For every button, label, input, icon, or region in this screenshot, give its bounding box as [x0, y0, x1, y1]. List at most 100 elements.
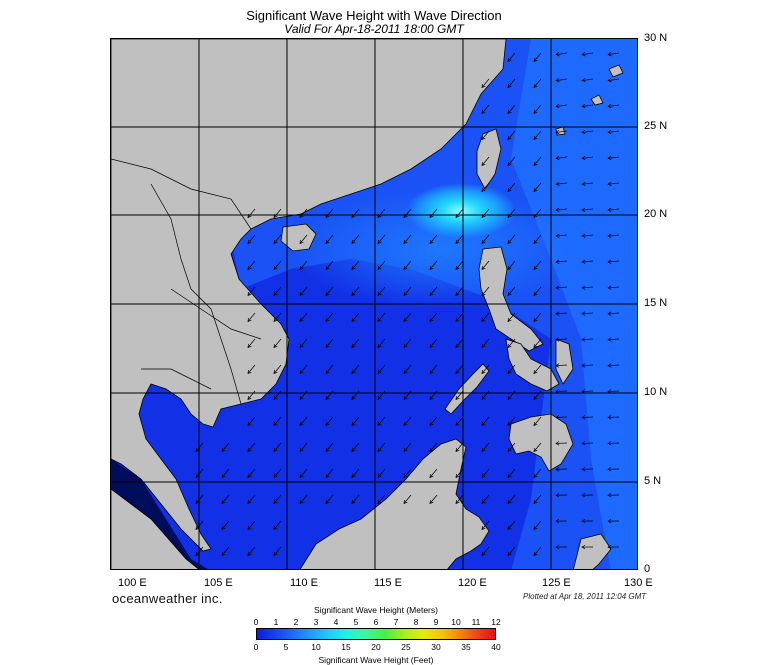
wave-arrow-head — [581, 311, 586, 316]
wave-arrow-head — [247, 343, 252, 348]
colorbar-feet-tick: 5 — [283, 642, 289, 652]
wave-arrow-head — [351, 369, 356, 374]
wave-arrow-head — [247, 447, 252, 452]
wave-arrow-head — [533, 369, 538, 374]
colorbar — [256, 628, 496, 640]
wave-arrow — [221, 494, 230, 504]
wave-arrow — [195, 494, 204, 504]
wave-arrow-head — [351, 317, 356, 322]
wave-arrow-head — [377, 343, 382, 348]
wave-arrow — [455, 234, 464, 244]
wave-arrow-head — [607, 104, 612, 109]
colorbar-feet-tick: 0 — [253, 642, 259, 652]
wave-arrow-head — [195, 473, 200, 478]
wave-arrow-head — [429, 421, 434, 426]
wave-arrow — [351, 442, 360, 452]
wave-arrow — [507, 260, 516, 270]
wave-arrow — [533, 182, 542, 192]
wave-arrow-head — [581, 104, 586, 109]
wave-arrow-head — [581, 337, 586, 342]
wave-arrow — [377, 312, 386, 322]
wave-arrow-head — [507, 109, 512, 114]
wave-arrow — [533, 312, 542, 322]
wave-arrow-head — [377, 395, 382, 400]
wave-arrow — [403, 494, 412, 504]
lon-label: 125 E — [542, 577, 571, 589]
wave-arrow — [351, 208, 360, 218]
wave-arrow-head — [533, 135, 538, 140]
wave-arrow — [481, 104, 490, 114]
wave-arrow — [582, 312, 594, 315]
colorbar-feet-tick: 25 — [401, 642, 411, 652]
wave-arrow-head — [247, 421, 252, 426]
wave-arrow — [403, 338, 412, 348]
wave-arrow-head — [481, 265, 486, 270]
wave-arrow-head — [299, 395, 304, 400]
wave-arrow — [581, 390, 594, 392]
wave-arrow-head — [507, 317, 512, 322]
wave-arrow — [377, 416, 386, 426]
wave-arrow-head — [607, 415, 612, 420]
wave-arrow — [403, 416, 412, 426]
wave-arrow-head — [325, 395, 330, 400]
wave-arrow — [273, 520, 282, 530]
wave-arrow — [608, 312, 620, 315]
wave-arrow — [299, 208, 308, 218]
wave-arrow — [377, 208, 386, 218]
wave-arrow — [429, 338, 438, 348]
wave-arrow — [556, 286, 568, 289]
wave-arrow-head — [555, 467, 560, 472]
wave-arrow-head — [273, 447, 278, 452]
colorbar-feet-tick: 30 — [431, 642, 441, 652]
wave-arrow-head — [555, 207, 560, 212]
wave-arrow-head — [455, 473, 460, 478]
wave-arrow-head — [403, 239, 408, 244]
wave-arrow-head — [555, 363, 560, 368]
wave-arrow-head — [507, 239, 512, 244]
wave-arrow-head — [507, 57, 512, 62]
strait-band — [291, 189, 591, 309]
wave-arrow — [247, 442, 256, 452]
wave-arrow — [608, 104, 620, 107]
wave-arrow — [377, 260, 386, 270]
wave-arrow — [608, 78, 620, 81]
wave-arrow-head — [607, 181, 612, 187]
wave-arrow — [608, 338, 620, 341]
wave-arrow-head — [581, 493, 586, 498]
colorbar-feet-tick: 10 — [311, 642, 321, 652]
wave-arrow-head — [247, 551, 252, 556]
wave-arrow — [582, 156, 594, 159]
wave-arrow — [533, 286, 542, 296]
wave-arrow-head — [607, 311, 612, 316]
wave-arrow — [507, 52, 516, 62]
wave-arrow-head — [607, 155, 612, 161]
wave-arrow-head — [273, 265, 278, 270]
wave-arrow-head — [273, 499, 278, 504]
wave-arrow — [481, 494, 490, 504]
wave-arrow-head — [507, 421, 512, 426]
wave-arrow — [455, 312, 464, 322]
wave-arrow-head — [299, 473, 304, 478]
wave-arrow — [377, 494, 386, 504]
wave-arrow — [582, 338, 594, 341]
wave-arrow — [582, 104, 594, 107]
wave-arrow — [351, 364, 360, 374]
wave-arrow-head — [533, 265, 538, 270]
wave-arrow — [582, 234, 594, 237]
wave-arrow — [608, 182, 620, 185]
wave-arrow — [455, 494, 464, 504]
colorbar-feet-tick: 20 — [371, 642, 381, 652]
lat-label: 20 N — [644, 208, 668, 220]
wave-arrow-head — [607, 363, 612, 368]
wave-arrow — [507, 520, 516, 530]
wave-arrow-head — [351, 213, 356, 218]
wave-arrow-head — [455, 213, 460, 218]
wave-arrow-head — [403, 343, 408, 348]
wave-arrow-head — [377, 499, 382, 504]
wave-arrow-head — [533, 395, 538, 400]
wave-arrow-head — [455, 499, 460, 504]
wave-arrow — [403, 208, 412, 218]
wave-arrow-head — [325, 369, 330, 374]
wave-arrow-head — [195, 525, 200, 530]
wave-arrow — [507, 286, 516, 296]
